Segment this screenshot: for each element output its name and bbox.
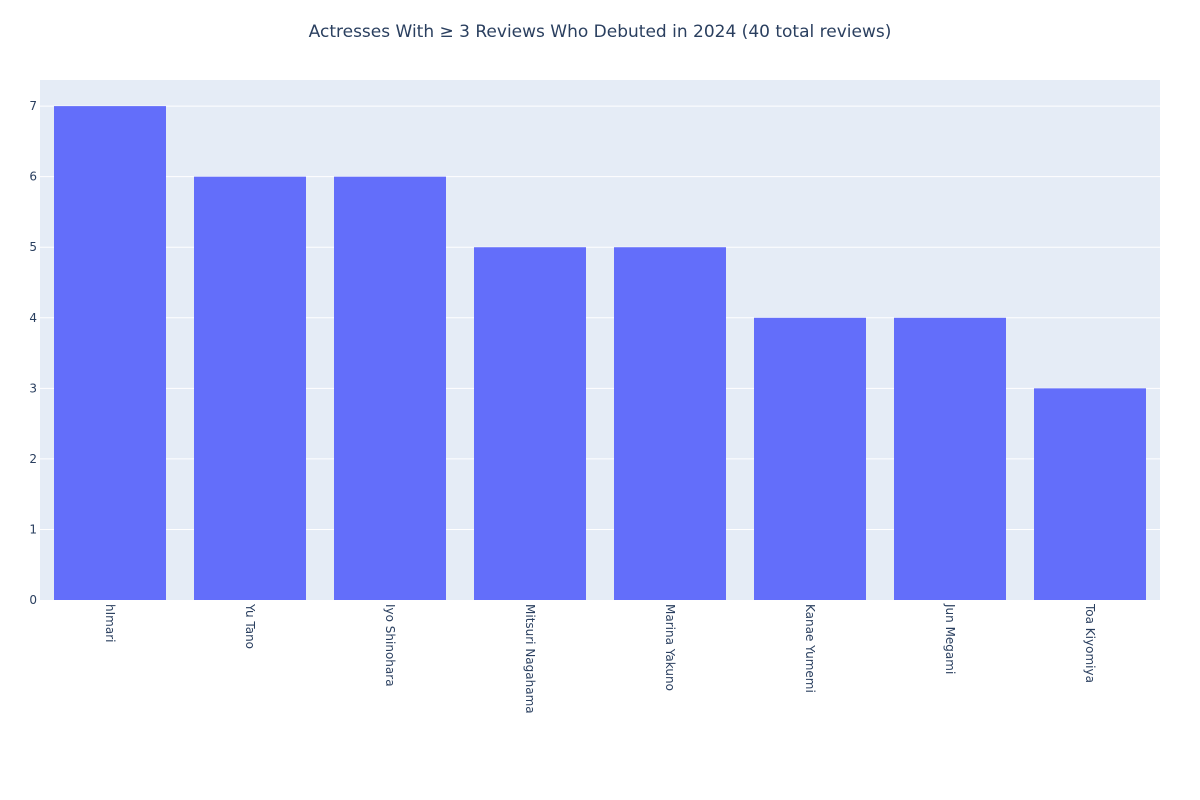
bar[interactable] [1034,388,1146,600]
bar[interactable] [54,106,166,600]
y-tick-label: 4 [29,311,37,325]
bar[interactable] [894,317,1006,600]
x-tick-label: Jun Megami [943,603,957,674]
y-axis-ticks: 0 1 2 3 4 5 6 7 [29,99,37,607]
x-axis-ticks: hImari Yu Tano Iyo Shinohara Mitsuri Nagaha… [103,603,1097,714]
bars [54,106,1146,601]
x-tick-label: Yu Tano [243,603,257,649]
y-tick-label: 0 [29,593,37,607]
x-tick-label: Mitsuri Nagahama [523,604,537,714]
y-tick-label: 5 [29,240,37,254]
x-tick-label: Toa Kiyomiya [1083,603,1097,683]
y-tick-label: 2 [29,452,37,466]
y-tick-label: 3 [29,381,37,395]
x-tick-label: Kanae Yumemi [803,604,817,693]
x-tick-label: Marina Yakuno [663,604,677,691]
bar[interactable] [334,176,446,600]
chart-title: Actresses With ≥ 3 Reviews Who Debuted i… [308,22,892,42]
x-tick-label: Iyo Shinohara [383,604,397,687]
bar[interactable] [754,317,866,600]
y-tick-label: 7 [29,99,37,113]
y-tick-label: 1 [29,522,37,536]
bar[interactable] [474,247,586,601]
bar[interactable] [194,176,306,600]
x-tick-label: hImari [103,604,117,642]
y-tick-label: 6 [29,170,37,184]
bar[interactable] [614,247,726,601]
